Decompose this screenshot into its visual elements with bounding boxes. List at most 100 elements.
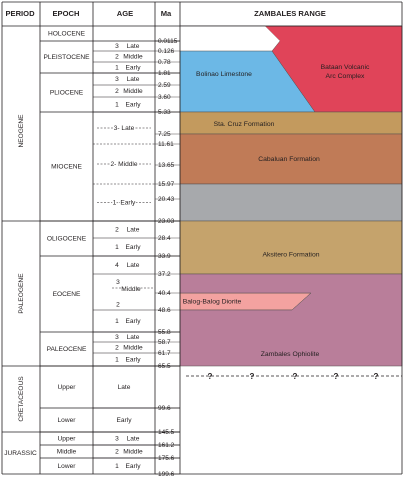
- age-name: Late: [127, 226, 140, 233]
- age-column: 3 Late 2 Middle 1 Early 3 Late 2 Middle 1 Early 3- L…: [93, 43, 155, 470]
- header-ma: Ma: [161, 9, 172, 18]
- epoch-label: HOLOCENE: [48, 30, 86, 37]
- age-label: 1- Early: [113, 199, 136, 206]
- ma-label: 23.03: [158, 218, 175, 225]
- age-number: 1: [115, 356, 119, 363]
- age-name: Late: [127, 435, 140, 442]
- epoch-label: Middle: [57, 448, 77, 455]
- age-name: Middle: [123, 88, 143, 95]
- epoch-label: PLIOCENE: [50, 89, 84, 96]
- ma-label: 2.59: [158, 82, 171, 89]
- header-age: AGE: [117, 9, 133, 18]
- age-number: 1: [115, 463, 119, 470]
- formation-label-2b: Arc Complex: [326, 73, 366, 80]
- age-name: Late: [118, 384, 131, 391]
- epoch-label: MIOCENE: [51, 163, 82, 170]
- age-number: 3: [115, 76, 119, 83]
- ma-label: 161.2: [158, 442, 175, 449]
- ma-label: 15.97: [158, 181, 175, 188]
- ma-label: 3.60: [158, 94, 171, 101]
- uncertain-marker-1: ?: [208, 372, 213, 381]
- ma-label: 20.43: [158, 196, 175, 203]
- ma-label: 61.7: [158, 350, 171, 357]
- ma-label: 5.33: [158, 109, 171, 116]
- ma-label: 175.6: [158, 455, 175, 462]
- age-name: Late: [127, 334, 140, 341]
- age-name: Early: [125, 463, 141, 470]
- ma-label: 1.81: [158, 70, 171, 77]
- period-label-cretaceous: CRETACEOUS: [18, 376, 25, 422]
- ma-label: 11.61: [158, 141, 174, 148]
- uncertain-marker-2: ?: [250, 372, 255, 381]
- age-name: Early: [125, 101, 141, 108]
- epoch-label: PLEISTOCENE: [43, 54, 90, 61]
- age-name: Early: [125, 356, 141, 363]
- uncertain-boundary: ?????: [186, 372, 402, 381]
- period-label-neogene: NEOGENE: [18, 114, 25, 148]
- age-number: 2: [115, 53, 119, 60]
- ma-label: 48.6: [158, 307, 171, 314]
- age-name: Middle: [123, 344, 143, 351]
- formation-label-7: Balog-Balog Diorite: [183, 299, 242, 306]
- age-number: 1: [115, 318, 119, 325]
- formation-6: [179, 220, 403, 275]
- age-name: Early: [116, 417, 132, 424]
- ma-column: 0.0115 0.126 0.78 1.81 2.59 3.60 5.33 7.25 11.61…: [155, 38, 180, 478]
- period-column: NEOGENE PALEOGENE CRETACEOUS JURASSIC: [2, 114, 180, 457]
- epoch-label: Lower: [58, 417, 77, 424]
- ma-label: 99.6: [158, 405, 171, 412]
- epoch-label: Upper: [58, 435, 77, 442]
- formation-label-6: Aksitero Formation: [262, 252, 319, 259]
- age-number: 1: [115, 101, 119, 108]
- ma-label: 199.6: [158, 471, 175, 478]
- uncertain-marker-4: ?: [334, 372, 339, 381]
- age-number: 3: [115, 435, 119, 442]
- age-label: 2- Middle: [110, 161, 137, 168]
- uncertain-marker-5: ?: [374, 372, 379, 381]
- age-number: 3: [115, 43, 119, 50]
- uncertain-marker-3: ?: [293, 372, 298, 381]
- age-name: Middle: [121, 286, 141, 293]
- age-number: 2: [115, 344, 119, 351]
- epoch-label: PALEOCENE: [47, 346, 87, 353]
- age-number: 2: [115, 448, 119, 455]
- ma-label: 0.126: [158, 48, 175, 55]
- age-label: 3- Late: [114, 125, 135, 132]
- header-period: PERIOD: [5, 9, 35, 18]
- header-range: ZAMBALES RANGE: [254, 9, 326, 18]
- formation-5: [179, 183, 403, 222]
- age-name: Early: [125, 244, 141, 251]
- ma-label: 40.4: [158, 290, 171, 297]
- age-name: Middle: [123, 53, 143, 60]
- holocene-gap: [180, 26, 280, 41]
- ma-label: 58.7: [158, 339, 171, 346]
- ma-label: 37.2: [158, 271, 171, 278]
- header-row: PERIOD EPOCH AGE Ma ZAMBALES RANGE: [5, 9, 325, 18]
- period-label-jurassic: JURASSIC: [4, 450, 37, 457]
- age-number: 3: [116, 279, 120, 286]
- epoch-label: Upper: [58, 384, 77, 391]
- ma-label: 65.5: [158, 363, 171, 370]
- age-number: 4: [115, 262, 119, 269]
- ma-label: 33.9: [158, 253, 171, 260]
- formation-label-8: Zambales Ophiolite: [261, 351, 320, 358]
- formation-label-4: Cabaluan Formation: [258, 156, 320, 163]
- age-number: 1: [115, 244, 119, 251]
- ma-label: 0.78: [158, 59, 171, 66]
- age-name: Late: [127, 262, 140, 269]
- age-name: Late: [127, 43, 140, 50]
- age-name: Late: [127, 76, 140, 83]
- age-number: 1: [115, 64, 119, 71]
- ma-label: 7.25: [158, 131, 171, 138]
- age-number: 3: [115, 334, 119, 341]
- age-name: Early: [125, 64, 141, 71]
- epoch-label: OLIGOCENE: [47, 235, 87, 242]
- ma-label: 0.0115: [158, 38, 178, 45]
- formation-label-2a: Bataan Volcanic: [321, 64, 370, 71]
- age-name: Middle: [123, 448, 143, 455]
- age-number: 2: [115, 88, 119, 95]
- age-name: Early: [125, 318, 141, 325]
- epoch-label: EOCENE: [53, 291, 81, 298]
- age-number: 2: [115, 226, 119, 233]
